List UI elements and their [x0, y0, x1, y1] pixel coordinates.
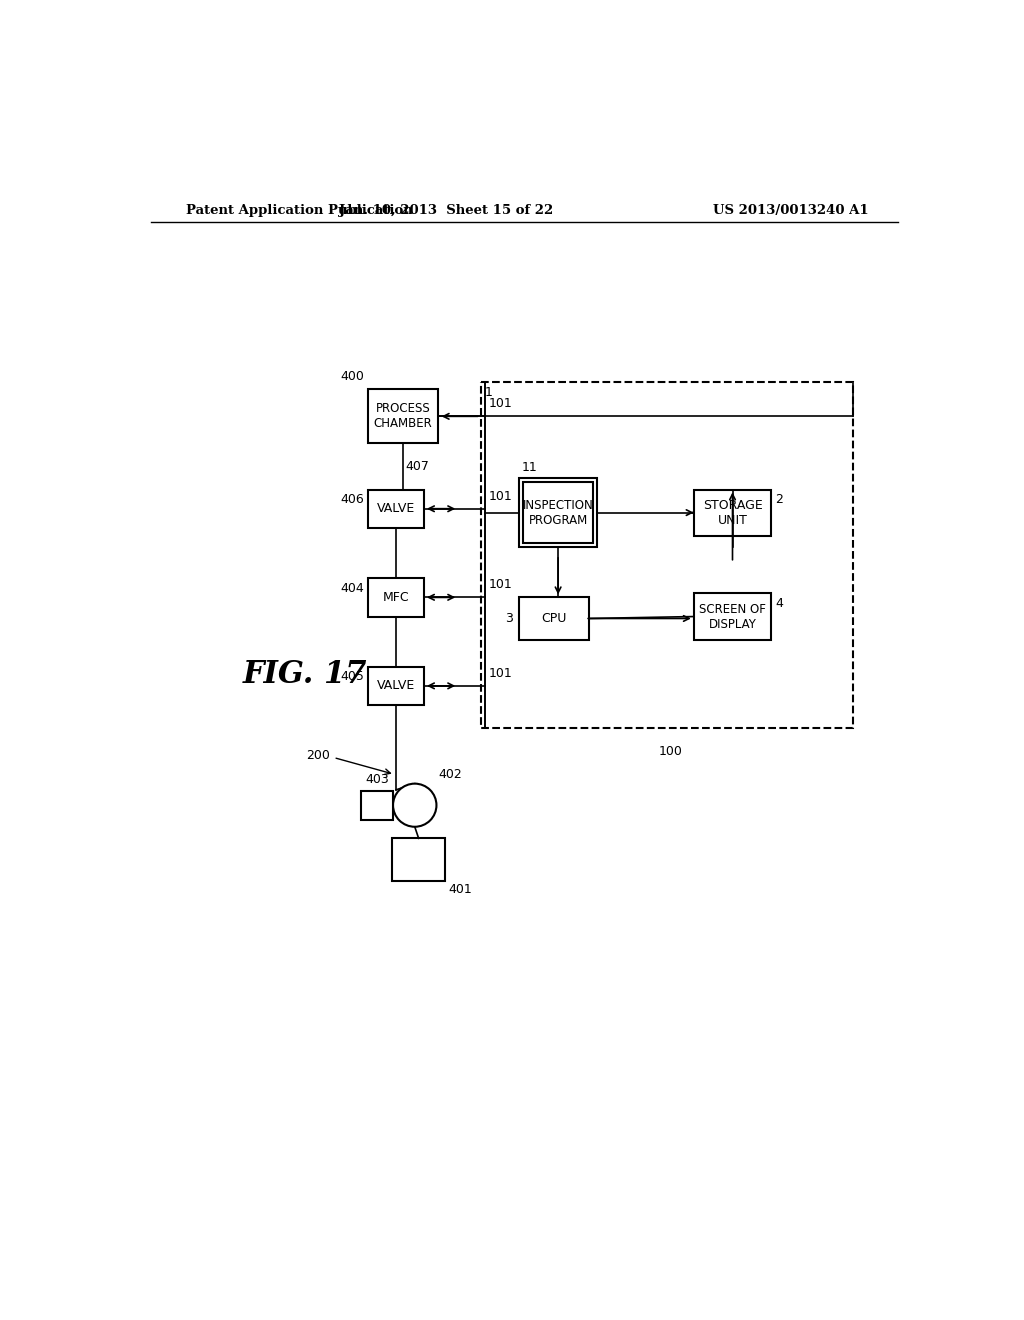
Text: 4: 4	[775, 597, 783, 610]
Circle shape	[393, 784, 436, 826]
Text: STORAGE
UNIT: STORAGE UNIT	[702, 499, 763, 527]
Bar	[392, 838, 445, 880]
Text: 101: 101	[488, 667, 512, 680]
Text: US 2013/0013240 A1: US 2013/0013240 A1	[713, 205, 868, 218]
Text: 402: 402	[438, 768, 463, 781]
Bar	[519, 478, 597, 548]
Text: INSPECTION
PROGRAM: INSPECTION PROGRAM	[522, 499, 594, 527]
Text: 406: 406	[341, 494, 365, 507]
Text: 3: 3	[505, 612, 513, 624]
Text: 2: 2	[775, 494, 783, 507]
Text: Patent Application Publication: Patent Application Publication	[186, 205, 413, 218]
Bar	[693, 490, 771, 536]
Text: 11: 11	[521, 461, 538, 474]
Text: PROCESS
CHAMBER: PROCESS CHAMBER	[374, 403, 432, 430]
Bar	[523, 482, 593, 544]
Text: CPU: CPU	[542, 612, 567, 624]
Text: 404: 404	[341, 582, 365, 595]
Text: FIG. 17: FIG. 17	[243, 659, 368, 690]
Bar	[480, 381, 853, 729]
Text: 405: 405	[341, 671, 365, 684]
Text: 401: 401	[449, 883, 473, 896]
Text: VALVE: VALVE	[377, 502, 416, 515]
Text: SCREEN OF
DISPLAY: SCREEN OF DISPLAY	[699, 602, 766, 631]
Text: 101: 101	[488, 490, 512, 503]
Text: 403: 403	[365, 774, 389, 785]
Text: MFC: MFC	[383, 591, 410, 603]
Text: 101: 101	[488, 578, 512, 591]
Text: 200: 200	[306, 748, 330, 762]
Bar	[369, 490, 424, 528]
Text: 1: 1	[484, 385, 493, 399]
Bar	[693, 594, 771, 640]
Text: 100: 100	[658, 744, 683, 758]
Bar	[369, 389, 438, 444]
Bar	[369, 667, 424, 705]
Text: VALVE: VALVE	[377, 680, 416, 693]
Bar	[519, 597, 589, 640]
Bar	[369, 578, 424, 616]
Bar	[360, 791, 393, 820]
Text: 407: 407	[406, 459, 429, 473]
Text: 101: 101	[488, 397, 512, 411]
Text: 400: 400	[341, 370, 365, 383]
Text: Jan. 10, 2013  Sheet 15 of 22: Jan. 10, 2013 Sheet 15 of 22	[339, 205, 553, 218]
